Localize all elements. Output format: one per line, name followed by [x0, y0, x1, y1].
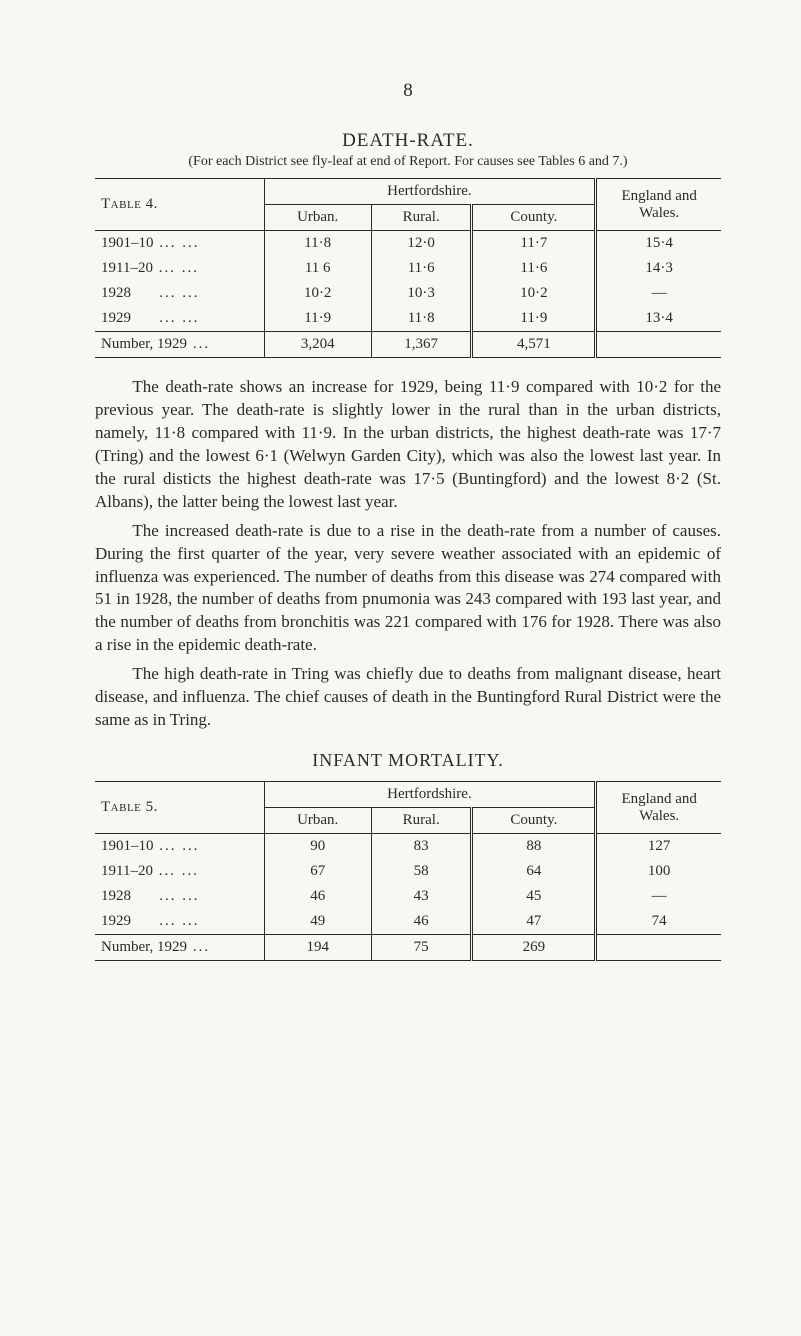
death-rate-subcaption: (For each District see fly-leaf at end o…: [95, 154, 721, 170]
table-row: 1901–10 11·8 12·0 11·7 15·4: [95, 231, 721, 257]
table-row: 1928–00 10·2 10·3 10·2 —: [95, 281, 721, 306]
infant-mortality-title: INFANT MORTALITY.: [95, 750, 721, 771]
table4-label: Table 4.: [95, 179, 264, 231]
table5-hertfordshire-header: Hertfordshire.: [264, 782, 596, 808]
table-row: 1911–20 67 58 64 100: [95, 859, 721, 884]
table5-label: Table 5.: [95, 782, 264, 834]
table-row: 1929–00 11·9 11·8 11·9 13·4: [95, 306, 721, 332]
page-number: 8: [95, 80, 721, 102]
table4-hertfordshire-header: Hertfordshire.: [264, 179, 596, 205]
page: 8 DEATH-RATE. (For each District see fly…: [0, 0, 801, 1336]
table5-county-header: County.: [472, 808, 596, 834]
table-footer-row: Number, 1929 3,204 1,367 4,571: [95, 332, 721, 358]
table-row: 1911–20 11 6 11·6 11·6 14·3: [95, 256, 721, 281]
table-death-rate: Table 4. Hertfordshire. England and Wale…: [95, 178, 721, 358]
death-rate-title: DEATH-RATE.: [95, 130, 721, 152]
table-row: 1901–10 90 83 88 127: [95, 834, 721, 860]
table4-england-header: England and Wales.: [596, 179, 721, 231]
table5-urban-header: Urban.: [264, 808, 371, 834]
table-row: 1929–00 49 46 47 74: [95, 909, 721, 935]
body-paragraph: The high death-rate in Tring was chiefly…: [95, 663, 721, 732]
table5-england-header: England and Wales.: [596, 782, 721, 834]
table-infant-mortality: Table 5. Hertfordshire. England and Wale…: [95, 781, 721, 961]
table4-rural-header: Rural.: [371, 205, 472, 231]
table4-urban-header: Urban.: [264, 205, 371, 231]
table-footer-row: Number, 1929 194 75 269: [95, 935, 721, 961]
body-paragraph: The death-rate shows an increase for 192…: [95, 376, 721, 514]
body-paragraph: The increased death-rate is due to a ris…: [95, 520, 721, 658]
table-row: 1928–00 46 43 45 —: [95, 884, 721, 909]
table5-rural-header: Rural.: [371, 808, 472, 834]
table4-county-header: County.: [472, 205, 596, 231]
